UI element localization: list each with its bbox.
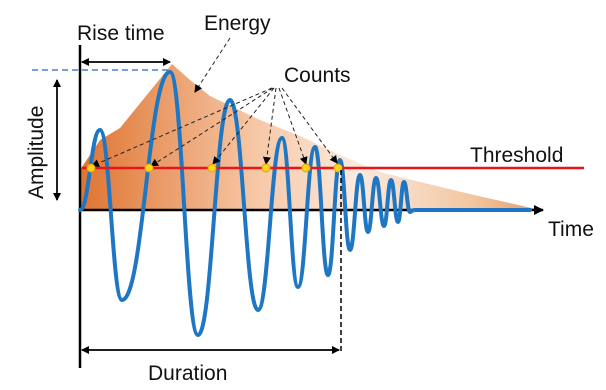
crossing-marker: [333, 163, 343, 173]
threshold-label: Threshold: [470, 144, 563, 167]
amplitude-label: Amplitude: [25, 106, 48, 199]
count-arrow-2: [150, 87, 274, 167]
crossing-marker: [301, 163, 311, 173]
duration-label: Duration: [148, 362, 227, 385]
count-arrow-3: [212, 87, 275, 165]
count-arrows: [91, 87, 338, 167]
counts-label: Counts: [284, 64, 351, 87]
rise-time-label: Rise time: [77, 22, 165, 45]
energy-arrow: [194, 37, 231, 93]
energy-envelope: [80, 64, 540, 210]
count-arrow-6: [281, 87, 338, 164]
crossing-marker: [207, 163, 217, 173]
waveform: [78, 70, 532, 337]
threshold-crossings: [86, 163, 343, 173]
count-arrow-1: [91, 87, 273, 167]
count-arrow-4: [262, 87, 277, 165]
crossing-marker: [86, 163, 96, 173]
energy-label: Energy: [204, 12, 271, 35]
time-label: Time: [548, 218, 594, 241]
crossing-marker: [144, 163, 154, 173]
crossing-marker: [261, 163, 271, 173]
